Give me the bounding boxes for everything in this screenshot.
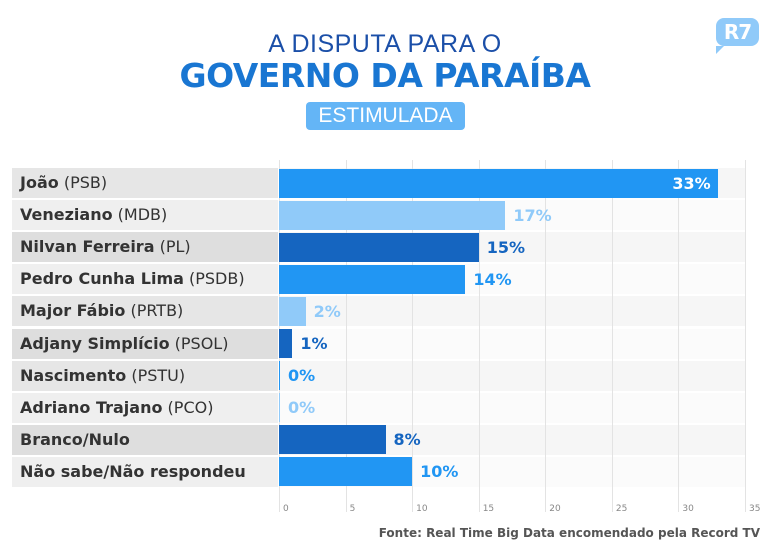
bar (279, 200, 506, 230)
candidate-name: Não sabe/Não respondeu (20, 461, 246, 481)
bar (279, 425, 386, 455)
r7-logo: R7 (716, 18, 759, 54)
data-label: 1% (300, 334, 328, 353)
bar (279, 393, 280, 423)
candidate-name: Nilvan Ferreira (20, 237, 155, 257)
party-name: (PSTU) (126, 365, 186, 385)
candidate-name: Adjany Simplício (20, 333, 170, 353)
category-label: João (PSB) (12, 168, 278, 198)
title-line2: GOVERNO DA PARAÍBA (179, 56, 591, 95)
category-label: Adjany Simplício (PSOL) (12, 328, 278, 359)
category-label: Nilvan Ferreira (PL) (12, 232, 278, 263)
x-tick-label: 15 (482, 504, 495, 514)
x-tick-label: 20 (549, 504, 561, 514)
gridline (545, 160, 547, 512)
bar (279, 329, 293, 358)
subtitle-badge: ESTIMULADA (306, 102, 465, 130)
x-tick-label: 30 (682, 504, 694, 514)
gridline (678, 160, 680, 512)
x-tick-label: 0 (283, 504, 289, 514)
bar (279, 457, 413, 487)
candidate-name: Adriano Trajano (20, 397, 163, 417)
bar (279, 296, 306, 326)
category-label: Nascimento (PSTU) (12, 360, 278, 391)
category-label: Major Fábio (PRTB) (12, 296, 278, 327)
party-name: (PSDB) (183, 269, 245, 289)
category-label: Não sabe/Não respondeu (12, 456, 278, 487)
gridline (745, 160, 746, 512)
party-name: (PSB) (58, 173, 108, 192)
gridline (412, 160, 414, 512)
gridline (478, 160, 480, 512)
data-label: 17% (513, 205, 552, 225)
data-label: 14% (473, 269, 512, 289)
candidate-name: Nascimento (20, 365, 127, 385)
candidate-name: Major Fábio (20, 301, 126, 321)
gridline (345, 160, 347, 512)
row-background (279, 328, 745, 359)
category-label: Pedro Cunha Lima (PSDB) (12, 264, 278, 295)
bar (279, 264, 466, 294)
candidate-name: Veneziano (20, 205, 113, 225)
source-note: Fonte: Real Time Big Data encomendado pe… (378, 526, 760, 540)
row-background (279, 296, 745, 327)
x-tick-label: 25 (615, 504, 628, 514)
category-label: Veneziano (MDB) (12, 200, 278, 231)
party-name: (PRTB) (125, 301, 184, 321)
bar (279, 361, 280, 391)
bar (279, 232, 479, 262)
row-background (279, 360, 745, 391)
party-name: (MDB) (112, 205, 168, 225)
candidate-name: Branco/Nulo (20, 429, 130, 449)
candidate-name: João (20, 173, 59, 192)
data-label: 8% (393, 430, 421, 450)
data-label: 15% (486, 237, 525, 257)
data-label: 0% (288, 398, 316, 418)
category-label: Adriano Trajano (PCO) (12, 392, 278, 423)
x-tick-label: 5 (349, 504, 356, 514)
x-tick-label: 10 (416, 504, 428, 514)
candidate-name: Pedro Cunha Lima (20, 269, 184, 289)
party-name: (PCO) (162, 397, 214, 417)
data-label: 2% (313, 301, 341, 321)
data-label: 0% (288, 366, 316, 386)
party-name: (PSOL) (169, 333, 229, 353)
x-tick-label: 35 (749, 504, 761, 514)
bar (279, 168, 719, 198)
party-name: (PL) (154, 237, 191, 257)
category-label: Branco/Nulo (12, 424, 278, 455)
row-background (279, 392, 745, 423)
data-label: 33% (672, 173, 711, 193)
title-line1: A DISPUTA PARA O (268, 30, 502, 58)
gridline (611, 160, 613, 512)
data-label: 10% (420, 462, 459, 482)
